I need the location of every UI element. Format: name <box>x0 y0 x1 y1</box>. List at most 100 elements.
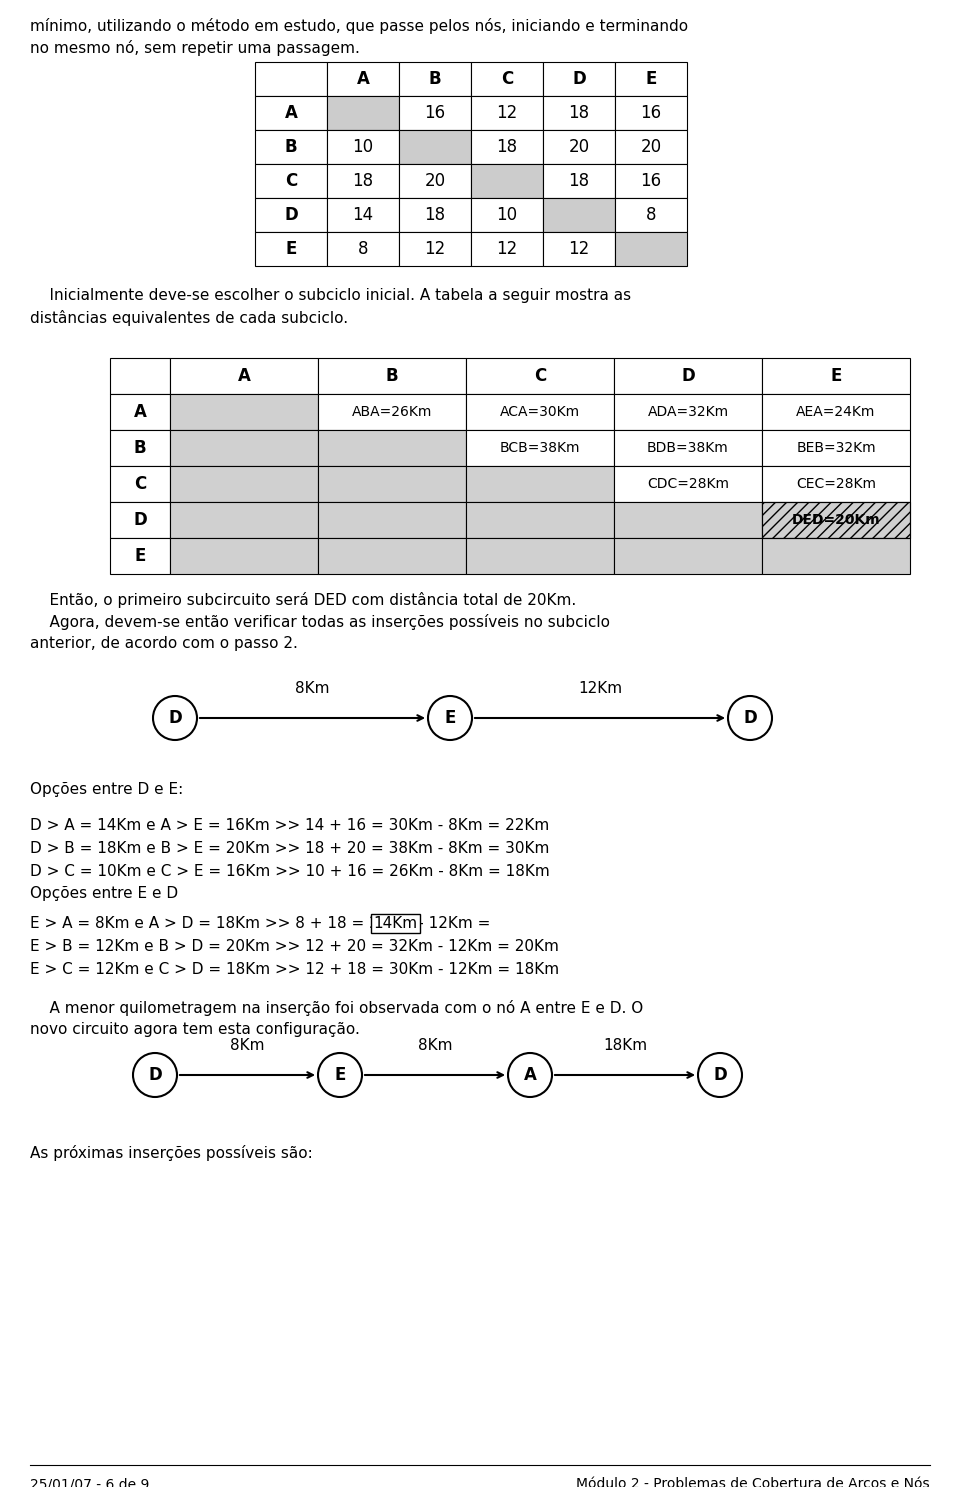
Text: 18Km: 18Km <box>603 1038 647 1053</box>
Bar <box>614 503 762 538</box>
Text: B: B <box>429 70 442 88</box>
Text: E > A = 8Km e A > D = 18Km >> 8 + 18 = 26Km - 12Km =: E > A = 8Km e A > D = 18Km >> 8 + 18 = 2… <box>30 916 495 931</box>
Bar <box>543 232 615 266</box>
Text: E: E <box>134 547 146 565</box>
Bar <box>466 394 614 430</box>
Text: 20: 20 <box>424 172 445 190</box>
Text: D: D <box>713 1066 727 1084</box>
Bar <box>543 97 615 129</box>
Bar <box>614 430 762 465</box>
Bar <box>255 164 327 198</box>
Bar <box>399 62 471 97</box>
Text: A: A <box>237 367 251 385</box>
Text: 14: 14 <box>352 207 373 225</box>
Bar <box>327 129 399 164</box>
Bar <box>615 164 687 198</box>
Bar <box>466 465 614 503</box>
Bar <box>170 394 318 430</box>
Bar <box>318 538 466 574</box>
Text: 14Km: 14Km <box>373 916 418 931</box>
Text: D: D <box>743 709 756 727</box>
Text: D > A = 14Km e A > E = 16Km >> 14 + 16 = 30Km - 8Km = 22Km: D > A = 14Km e A > E = 16Km >> 14 + 16 =… <box>30 818 549 833</box>
Text: BDB=38Km: BDB=38Km <box>647 442 729 455</box>
Bar <box>471 198 543 232</box>
Bar <box>762 503 910 538</box>
Bar <box>762 430 910 465</box>
Bar <box>466 538 614 574</box>
Bar <box>399 97 471 129</box>
Text: CDC=28Km: CDC=28Km <box>647 477 729 491</box>
Bar <box>399 198 471 232</box>
Text: BEB=32Km: BEB=32Km <box>796 442 876 455</box>
Bar <box>170 538 318 574</box>
Bar <box>170 358 318 394</box>
Text: B: B <box>285 138 298 156</box>
Bar <box>471 164 543 198</box>
Text: A: A <box>356 70 370 88</box>
Text: anterior, de acordo com o passo 2.: anterior, de acordo com o passo 2. <box>30 636 298 651</box>
Text: ADA=32Km: ADA=32Km <box>647 404 729 419</box>
Text: D: D <box>148 1066 162 1084</box>
Text: 18: 18 <box>424 207 445 225</box>
Text: 18: 18 <box>352 172 373 190</box>
Circle shape <box>698 1053 742 1097</box>
Bar <box>471 232 543 266</box>
Bar <box>327 62 399 97</box>
Text: 8: 8 <box>358 239 369 259</box>
Text: 12: 12 <box>568 239 589 259</box>
Bar <box>110 394 170 430</box>
Text: Então, o primeiro subcircuito será DED com distância total de 20Km.: Então, o primeiro subcircuito será DED c… <box>30 592 576 608</box>
Bar <box>255 198 327 232</box>
Text: 12: 12 <box>424 239 445 259</box>
Text: C: C <box>501 70 514 88</box>
Text: E: E <box>444 709 456 727</box>
Bar <box>615 198 687 232</box>
Text: C: C <box>534 367 546 385</box>
Text: A menor quilometragem na inserção foi observada com o nó A entre E e D. O: A menor quilometragem na inserção foi ob… <box>30 999 643 1016</box>
Bar <box>399 232 471 266</box>
Text: 12: 12 <box>496 104 517 122</box>
Bar <box>318 503 466 538</box>
Text: A: A <box>284 104 298 122</box>
Circle shape <box>428 696 472 741</box>
Text: Opções entre E e D: Opções entre E e D <box>30 886 179 901</box>
Text: 10: 10 <box>496 207 517 225</box>
Bar <box>466 503 614 538</box>
Text: 20: 20 <box>640 138 661 156</box>
Bar <box>615 97 687 129</box>
Bar <box>255 232 327 266</box>
Bar <box>399 129 471 164</box>
Text: AEA=24Km: AEA=24Km <box>796 404 876 419</box>
Text: Opções entre D e E:: Opções entre D e E: <box>30 782 183 797</box>
Text: 16: 16 <box>424 104 445 122</box>
Bar <box>762 465 910 503</box>
Text: 8Km: 8Km <box>230 1038 265 1053</box>
Text: A: A <box>523 1066 537 1084</box>
Text: D > C = 10Km e C > E = 16Km >> 10 + 16 = 26Km - 8Km = 18Km: D > C = 10Km e C > E = 16Km >> 10 + 16 =… <box>30 864 550 879</box>
Text: D: D <box>133 512 147 529</box>
Bar <box>615 62 687 97</box>
Text: DED=20Km: DED=20Km <box>792 513 880 526</box>
Text: D: D <box>682 367 695 385</box>
Bar <box>466 358 614 394</box>
Bar <box>762 358 910 394</box>
Text: 8: 8 <box>646 207 657 225</box>
Circle shape <box>508 1053 552 1097</box>
Text: distâncias equivalentes de cada subciclo.: distâncias equivalentes de cada subciclo… <box>30 309 348 326</box>
Bar <box>318 358 466 394</box>
Text: 12Km: 12Km <box>578 681 622 696</box>
Text: As próximas inserções possíveis são:: As próximas inserções possíveis são: <box>30 1145 313 1161</box>
Bar <box>614 465 762 503</box>
Text: novo circuito agora tem esta configuração.: novo circuito agora tem esta configuraçã… <box>30 1022 360 1036</box>
Bar <box>255 97 327 129</box>
Bar <box>327 198 399 232</box>
Text: E > B = 12Km e B > D = 20Km >> 12 + 20 = 32Km - 12Km = 20Km: E > B = 12Km e B > D = 20Km >> 12 + 20 =… <box>30 938 559 955</box>
Bar <box>170 465 318 503</box>
Circle shape <box>133 1053 177 1097</box>
Bar <box>255 62 327 97</box>
Text: BCB=38Km: BCB=38Km <box>500 442 580 455</box>
Bar <box>327 97 399 129</box>
Bar <box>471 129 543 164</box>
Bar <box>762 503 910 538</box>
Bar <box>614 538 762 574</box>
